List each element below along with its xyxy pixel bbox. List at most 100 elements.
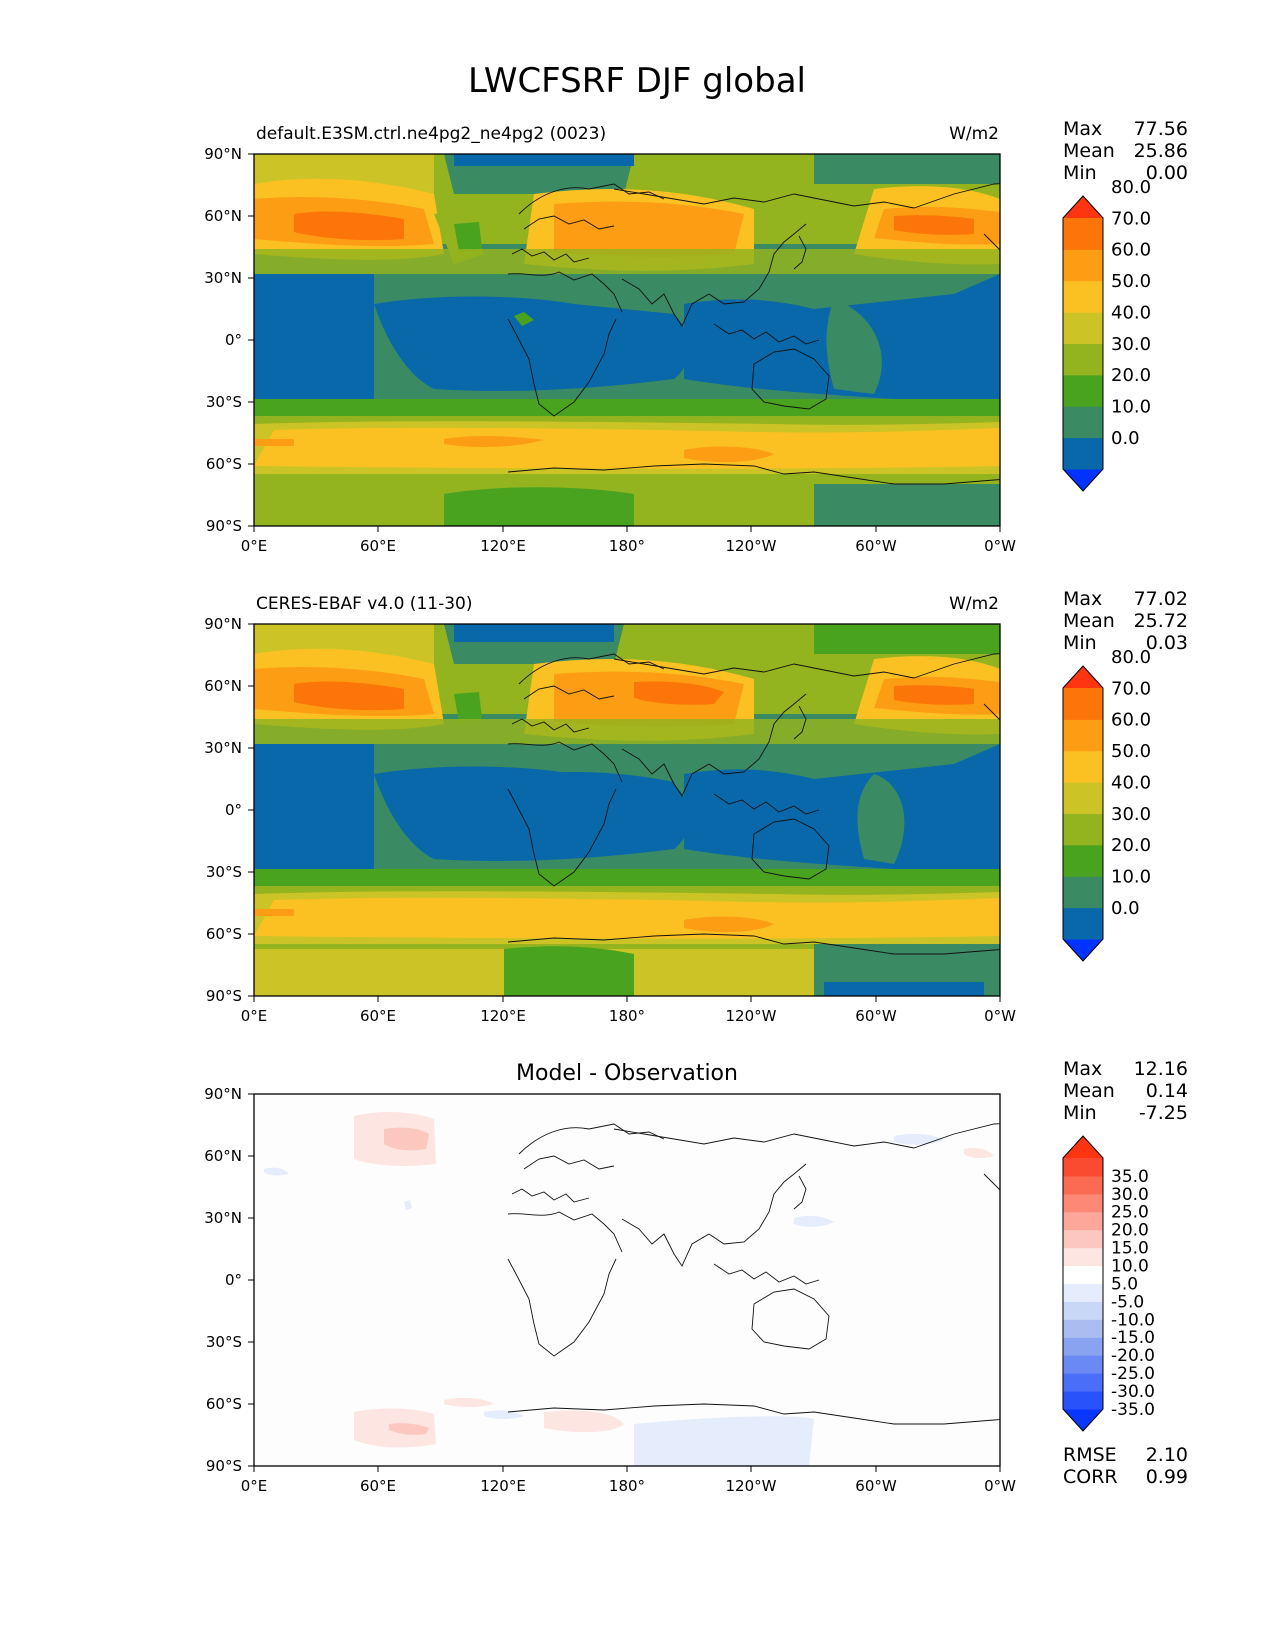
colorbar-tick-label: 30.0 (1111, 334, 1151, 355)
colorbar-tick-label: 40.0 (1111, 302, 1151, 323)
colorbar-outline (1062, 665, 1104, 962)
panel-center-title: Model - Observation (516, 1061, 738, 1086)
stat-label: RMSE (1063, 1444, 1117, 1466)
colorbar-tick-label: 10.0 (1111, 867, 1151, 888)
lon-label: 120°E (480, 537, 526, 555)
colorbar-extend-max (1063, 666, 1103, 688)
stat-label: CORR (1063, 1466, 1118, 1488)
colorbar-tick-label: 80.0 (1111, 647, 1151, 668)
colorbar-tick-label: 60.0 (1111, 710, 1151, 731)
colorbar-segment (1063, 1301, 1103, 1320)
colorbar-segment (1063, 1193, 1103, 1213)
colorbar: 35.030.025.020.015.010.05.0-5.0-10.0-15.… (1062, 1135, 1155, 1432)
colorbar-segment (1063, 343, 1103, 376)
lon-label: 120°W (726, 537, 777, 555)
colorbar-tick-label: 35.0 (1111, 1167, 1149, 1187)
colorbar-segment (1063, 907, 1103, 940)
stat-value: 25.72 (1134, 610, 1188, 632)
colorbar-outline (1062, 195, 1104, 492)
lon-label: 60°W (855, 537, 897, 555)
colorbar-segment (1063, 1175, 1103, 1195)
colorbar-tick-label: 20.0 (1111, 365, 1151, 386)
colorbar-extend-min (1063, 939, 1103, 961)
colorbar-tick-label: -20.0 (1111, 1346, 1155, 1366)
stat-label: Mean (1063, 610, 1115, 632)
lat-label: 60°N (204, 207, 242, 225)
colorbar-segment (1063, 1247, 1103, 1267)
colorbar-extend-max (1063, 1136, 1103, 1158)
colorbar-segment (1063, 218, 1103, 250)
colorbar-segment (1063, 1319, 1103, 1338)
colorbar-segment (1063, 374, 1103, 407)
lat-label: 60°S (206, 1395, 242, 1413)
colorbar-tick-label: 15.0 (1111, 1239, 1149, 1259)
figure-title: LWCFSRF DJF global (468, 61, 806, 101)
lat-label: 60°N (204, 677, 242, 695)
lon-label: 0°W (984, 1477, 1016, 1495)
colorbar-tick-label: 40.0 (1111, 772, 1151, 793)
colorbar-segment (1063, 1373, 1103, 1392)
stat-value: 0.99 (1146, 1466, 1188, 1488)
colorbar-tick-label: 30.0 (1111, 804, 1151, 825)
lat-label: 30°N (204, 269, 242, 287)
map-field (254, 624, 1000, 996)
colorbar-segment (1063, 719, 1103, 752)
colorbar-tick-label: 70.0 (1111, 208, 1151, 229)
lat-label: 90°S (206, 987, 242, 1005)
panel-left-title: default.E3SM.ctrl.ne4pg2_ne4pg2 (0023) (256, 124, 606, 144)
colorbar-segment (1063, 688, 1103, 720)
colorbar-segment (1063, 1211, 1103, 1231)
lat-label: 0° (225, 1271, 242, 1289)
colorbar-tick-label: 20.0 (1111, 835, 1151, 856)
colorbar-segment (1063, 1283, 1103, 1302)
stat-value: 77.56 (1134, 118, 1188, 140)
lon-label: 0°W (984, 1007, 1016, 1025)
stats-box: Max 77.56 Mean 25.86 Min 0.00 (1063, 118, 1188, 184)
map-field (254, 1094, 1000, 1466)
lat-label: 90°N (204, 615, 242, 633)
lon-label: 60°E (360, 1007, 396, 1025)
lat-label: 0° (225, 331, 242, 349)
stat-value: 0.14 (1146, 1080, 1188, 1102)
panel-units: W/m2 (949, 124, 999, 144)
colorbar-tick-label: 0.0 (1111, 898, 1140, 919)
stats-box: Max 77.02 Mean 25.72 Min 0.03 (1063, 588, 1188, 654)
colorbar-tick-label: 20.0 (1111, 1221, 1149, 1241)
diff-stats-box: RMSE 2.10 CORR 0.99 (1063, 1444, 1188, 1488)
stat-label: Max (1063, 588, 1102, 610)
lon-label: 120°E (480, 1007, 526, 1025)
colorbar-tick-label: 30.0 (1111, 1185, 1149, 1205)
colorbar-tick-label: 70.0 (1111, 678, 1151, 699)
lon-label: 180° (609, 1477, 645, 1495)
lat-label: 30°S (206, 393, 242, 411)
colorbar-segment (1063, 844, 1103, 877)
lat-label: 60°S (206, 455, 242, 473)
lat-label: 90°S (206, 1457, 242, 1475)
stat-label: Mean (1063, 1080, 1115, 1102)
lon-label: 60°E (360, 1477, 396, 1495)
lat-label: 60°N (204, 1147, 242, 1165)
stat-value: 25.86 (1134, 140, 1188, 162)
map-field (254, 154, 1000, 526)
colorbar-extend-min (1063, 469, 1103, 491)
colorbar-tick-label: 25.0 (1111, 1203, 1149, 1223)
colorbar-segment (1063, 876, 1103, 909)
colorbar-extend-min (1063, 1409, 1103, 1431)
stat-label: Min (1063, 632, 1097, 654)
panel-left-title: CERES-EBAF v4.0 (11-30) (256, 594, 472, 614)
colorbar-tick-label: -10.0 (1111, 1310, 1155, 1330)
colorbar-tick-label: 5.0 (1111, 1274, 1138, 1294)
lon-label: 120°W (726, 1007, 777, 1025)
stat-value: 77.02 (1134, 588, 1188, 610)
lat-label: 90°S (206, 517, 242, 535)
colorbar-segment (1063, 750, 1103, 783)
stat-label: Max (1063, 1058, 1102, 1080)
lon-label: 120°E (480, 1477, 526, 1495)
stat-label: Min (1063, 1102, 1097, 1124)
colorbar-tick-label: 10.0 (1111, 1257, 1149, 1277)
colorbar-segment (1063, 312, 1103, 344)
lon-label: 60°E (360, 537, 396, 555)
colorbar-tick-label: 0.0 (1111, 428, 1140, 449)
lon-label: 180° (609, 1007, 645, 1025)
